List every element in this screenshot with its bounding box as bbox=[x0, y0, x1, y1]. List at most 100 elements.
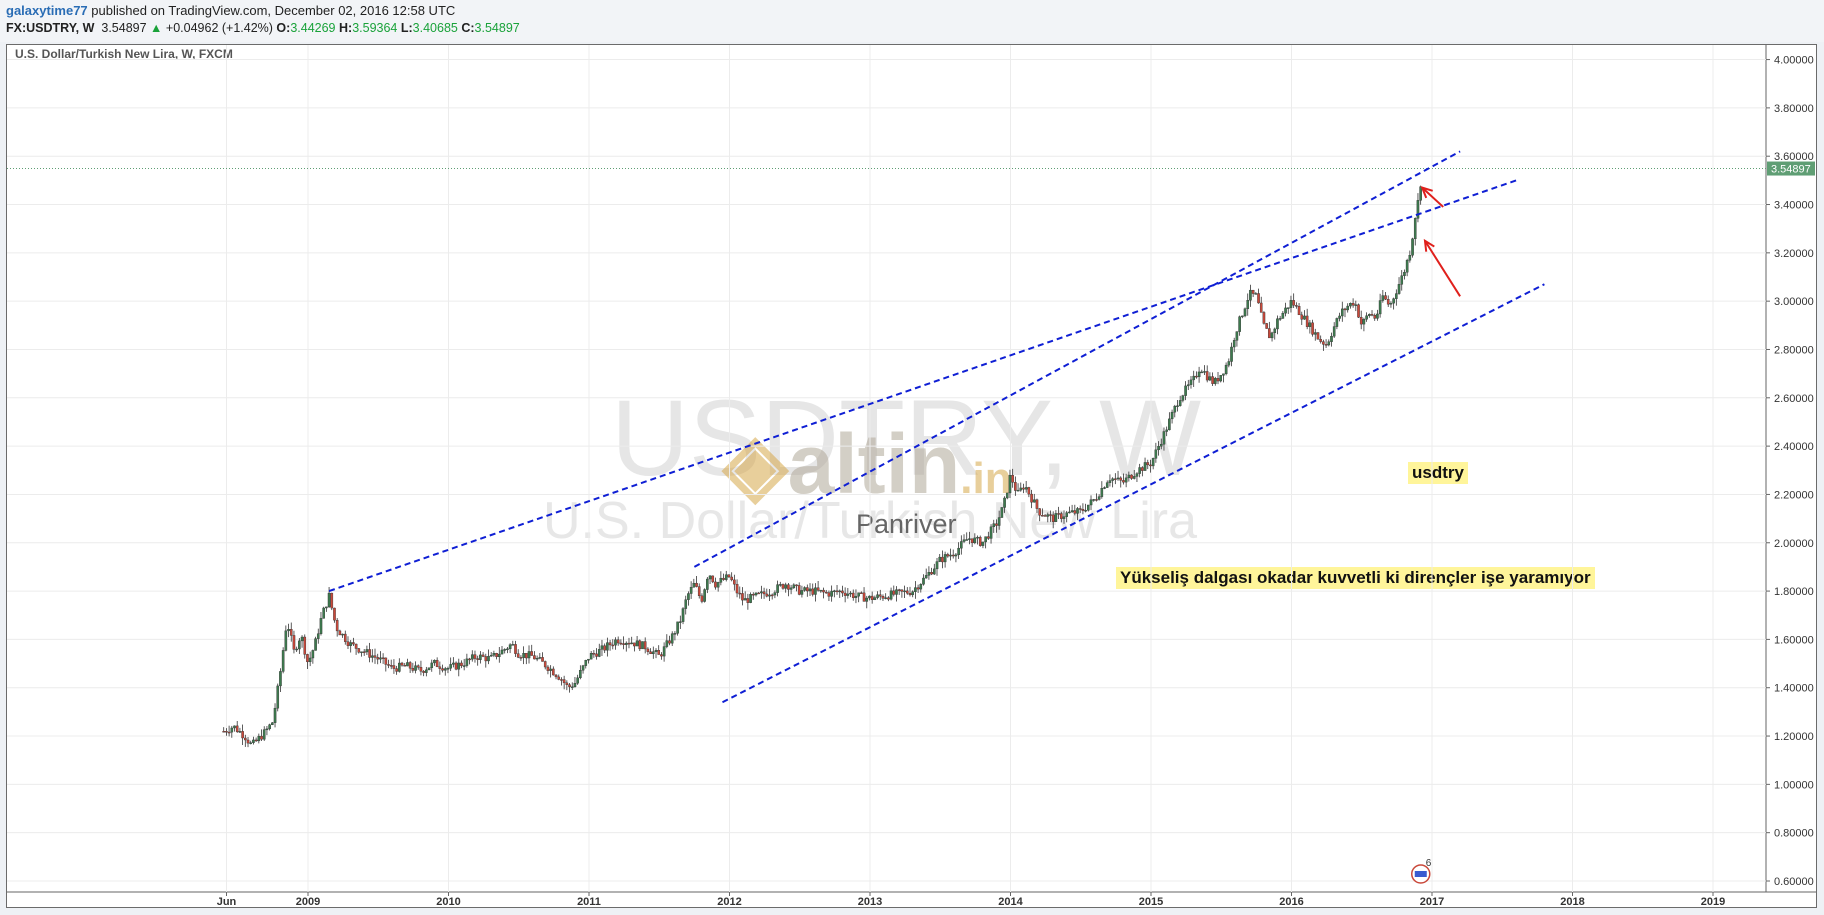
y-tick-label: 1.80000 bbox=[1774, 586, 1814, 598]
candle-body bbox=[892, 590, 896, 595]
candle-body bbox=[1087, 504, 1090, 511]
candle-body bbox=[1192, 375, 1195, 381]
candle-body bbox=[719, 577, 723, 583]
candle-body bbox=[960, 541, 963, 549]
candle-body bbox=[1251, 289, 1255, 294]
y-tick-label: 3.80000 bbox=[1774, 103, 1814, 115]
candle-body bbox=[700, 595, 704, 602]
candle-body bbox=[516, 653, 520, 658]
candle-body bbox=[1038, 508, 1041, 516]
candle-body bbox=[814, 587, 817, 595]
candle-body bbox=[930, 572, 933, 575]
candle-body bbox=[473, 654, 477, 659]
candle-body bbox=[1408, 255, 1412, 261]
candle-body bbox=[1049, 514, 1052, 516]
candle-body bbox=[789, 587, 793, 590]
candle-body bbox=[1059, 513, 1063, 519]
low-label: L: bbox=[400, 21, 413, 35]
candle-body bbox=[419, 667, 423, 672]
candle-body bbox=[697, 586, 701, 597]
arrow-line bbox=[1421, 186, 1444, 208]
candle-body bbox=[1397, 284, 1401, 294]
candle-body bbox=[1276, 318, 1279, 330]
candle-body bbox=[1273, 328, 1277, 334]
candle-body bbox=[997, 517, 1001, 526]
candle-body bbox=[968, 538, 971, 540]
candle-body bbox=[703, 589, 706, 602]
candle-body bbox=[1359, 317, 1363, 325]
candle-body bbox=[408, 662, 412, 669]
candle-body bbox=[970, 538, 974, 544]
candle-body bbox=[1157, 446, 1160, 451]
label-usdtry[interactable]: usdtry bbox=[1408, 462, 1468, 484]
candle-body bbox=[724, 574, 728, 580]
candle-body bbox=[554, 674, 558, 678]
candle-body bbox=[1243, 308, 1247, 317]
candle-body bbox=[870, 595, 874, 600]
candle-body bbox=[468, 658, 471, 661]
trendline bbox=[328, 179, 1517, 593]
symbol-label: FX:USDTRY, W bbox=[6, 21, 95, 35]
candle-body bbox=[1195, 375, 1198, 378]
candle-body bbox=[530, 651, 534, 656]
candle-body bbox=[457, 662, 461, 670]
candle-body bbox=[381, 657, 385, 659]
candle-body bbox=[1200, 371, 1204, 374]
candle-body bbox=[914, 587, 917, 592]
y-tick-label: 2.80000 bbox=[1774, 344, 1814, 356]
candle-body bbox=[584, 660, 588, 666]
candle-body bbox=[881, 595, 885, 599]
candle-body bbox=[1189, 379, 1193, 385]
candle-body bbox=[354, 643, 358, 649]
candle-body bbox=[292, 635, 296, 650]
candle-body bbox=[476, 658, 479, 660]
candle-body bbox=[1297, 305, 1301, 316]
candle-body bbox=[770, 594, 774, 597]
candle-body bbox=[876, 594, 879, 598]
candle-body bbox=[776, 584, 779, 593]
comment-note[interactable]: Yükseliş dalgası okadar kuvvetli ki dire… bbox=[1116, 567, 1595, 589]
candle-body bbox=[1254, 293, 1258, 295]
x-tick-label: Jun bbox=[217, 896, 237, 907]
candle-body bbox=[916, 587, 920, 590]
candle-body bbox=[781, 584, 785, 589]
candle-body bbox=[624, 642, 628, 645]
candle-body bbox=[303, 636, 307, 655]
candle-body bbox=[692, 582, 696, 588]
price-chart[interactable]: 0.60000 0.80000 1.00000 1.20000 1.40000 1.600… bbox=[7, 45, 1816, 907]
candle-body bbox=[1011, 475, 1014, 483]
candle-body bbox=[1178, 400, 1182, 406]
candle-body bbox=[741, 593, 744, 601]
candle-body bbox=[757, 592, 760, 595]
candle-body bbox=[1141, 467, 1144, 471]
candle-body bbox=[727, 574, 731, 578]
candle-body bbox=[1154, 449, 1158, 459]
candle-body bbox=[862, 592, 866, 602]
candle-body bbox=[1378, 300, 1382, 315]
candle-body bbox=[803, 587, 806, 591]
candle-body bbox=[849, 592, 852, 595]
candle-body bbox=[897, 589, 901, 591]
candle-body bbox=[976, 536, 979, 539]
candle-body bbox=[1284, 307, 1287, 314]
candle-body bbox=[1246, 300, 1250, 309]
candle-body bbox=[662, 646, 666, 657]
candle-body bbox=[665, 640, 669, 647]
candle-body bbox=[1205, 371, 1209, 381]
chart-area[interactable]: USDTRY, W U.S. Dollar/Turkish New Lira ◈… bbox=[6, 44, 1817, 908]
candle-body bbox=[760, 591, 763, 594]
candle-body bbox=[446, 668, 450, 670]
candle-body bbox=[1270, 332, 1274, 339]
candle-body bbox=[238, 731, 242, 733]
author-link[interactable]: galaxytime77 bbox=[6, 3, 88, 18]
candle-body bbox=[430, 662, 434, 668]
candle-body bbox=[811, 588, 815, 595]
candle-body bbox=[1008, 475, 1012, 494]
candle-body bbox=[1362, 319, 1366, 325]
candle-body bbox=[400, 662, 404, 666]
candle-body bbox=[649, 651, 652, 655]
candle-body bbox=[357, 648, 361, 653]
candle-body bbox=[273, 707, 277, 723]
candle-body bbox=[519, 657, 523, 659]
candle-body bbox=[398, 662, 401, 672]
